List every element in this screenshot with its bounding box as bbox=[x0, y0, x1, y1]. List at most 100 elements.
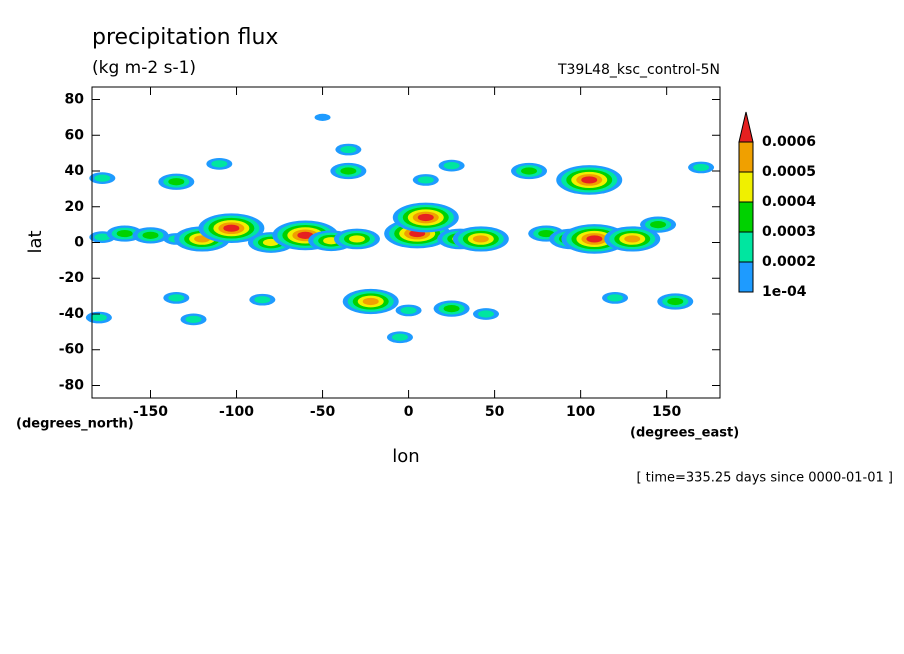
precip-cell bbox=[163, 292, 190, 304]
contour-band bbox=[362, 297, 379, 306]
subtitle: (kg m-2 s-1) bbox=[92, 58, 196, 78]
colorbar-label: 1e-04 bbox=[762, 284, 807, 300]
contour-band bbox=[348, 235, 365, 243]
precip-cell bbox=[438, 159, 465, 172]
contour-band bbox=[624, 235, 641, 243]
colorbar-band bbox=[738, 171, 754, 203]
contour-band bbox=[223, 224, 240, 232]
contour-band bbox=[538, 229, 555, 238]
precip-cell bbox=[452, 226, 509, 252]
y-tick-label: 80 bbox=[65, 92, 85, 108]
y-tick-label: 40 bbox=[65, 163, 85, 179]
contour-band bbox=[400, 306, 417, 315]
contour-band bbox=[254, 296, 271, 304]
y-tick-label: -60 bbox=[59, 342, 85, 358]
precip-cell bbox=[333, 228, 380, 250]
contour-band bbox=[211, 160, 228, 168]
precip-cell bbox=[556, 165, 623, 195]
precip-cell bbox=[132, 227, 169, 244]
contour-band bbox=[478, 310, 495, 318]
colorbar-band bbox=[738, 141, 754, 173]
contour-band bbox=[90, 313, 107, 322]
contour-band bbox=[168, 294, 185, 302]
precip-cell bbox=[604, 226, 661, 252]
y-tick-label: -80 bbox=[59, 377, 85, 393]
y-tick-label: 20 bbox=[65, 199, 85, 215]
contour-band bbox=[297, 231, 314, 239]
colorbar-label: 0.0005 bbox=[762, 164, 816, 180]
contour-band bbox=[314, 113, 331, 121]
contour-band bbox=[94, 233, 111, 241]
x-tick-label: -150 bbox=[133, 404, 168, 420]
precip-cell bbox=[395, 304, 422, 317]
precip-cell bbox=[89, 172, 116, 185]
y-tick-label: 60 bbox=[65, 127, 85, 143]
precip-cell bbox=[342, 288, 399, 315]
run-label: T39L48_ksc_control-5N bbox=[557, 62, 720, 78]
y-tick-label: 0 bbox=[74, 235, 84, 251]
precip-cell bbox=[198, 213, 265, 244]
precip-cell bbox=[433, 300, 470, 317]
colorbar-label: 0.0003 bbox=[762, 224, 816, 240]
contour-band bbox=[116, 229, 133, 238]
precip-cell bbox=[688, 161, 715, 174]
contour-band bbox=[586, 235, 603, 243]
contour-band bbox=[185, 315, 202, 323]
precip-cell bbox=[602, 292, 629, 304]
contour-band bbox=[94, 174, 111, 182]
colorbar-arrow bbox=[738, 111, 754, 143]
precip-cell bbox=[85, 311, 112, 324]
colorbar-label: 0.0002 bbox=[762, 254, 816, 270]
contour-band bbox=[417, 176, 434, 184]
precip-cell bbox=[412, 174, 439, 186]
colorbar-band bbox=[738, 231, 754, 263]
contour-band bbox=[693, 163, 710, 172]
x-tick-label: 150 bbox=[652, 404, 681, 420]
x-tick-label: 100 bbox=[566, 404, 595, 420]
precip-cell bbox=[640, 216, 677, 233]
x-tick-label: -100 bbox=[219, 404, 254, 420]
precip-cell bbox=[473, 308, 500, 320]
x-units: (degrees_east) bbox=[630, 426, 739, 441]
chart-title: precipitation flux bbox=[92, 25, 278, 50]
colorbar-label: 0.0004 bbox=[762, 194, 816, 210]
y-tick-label: -20 bbox=[59, 270, 85, 286]
precip-cell bbox=[314, 113, 331, 121]
contour-band bbox=[521, 167, 538, 175]
colorbar-band bbox=[738, 201, 754, 233]
contour-band bbox=[581, 176, 598, 184]
x-tick-label: -50 bbox=[310, 404, 336, 420]
contour-band bbox=[650, 221, 667, 229]
precip-cell bbox=[158, 173, 195, 190]
contour-band bbox=[443, 305, 460, 313]
precip-cell bbox=[511, 162, 548, 180]
contour-band bbox=[142, 231, 159, 239]
y-axis-label: lat bbox=[25, 230, 46, 253]
contour-band bbox=[417, 213, 434, 222]
precip-cell bbox=[249, 293, 276, 306]
contour-band bbox=[168, 178, 185, 186]
contour-band bbox=[472, 235, 489, 243]
contour-band bbox=[340, 167, 357, 175]
contour-band bbox=[607, 294, 624, 302]
x-tick-label: 0 bbox=[404, 404, 414, 420]
contour-band bbox=[340, 145, 357, 154]
precip-cell bbox=[180, 313, 207, 326]
contour-band bbox=[391, 333, 408, 341]
precip-cell bbox=[392, 202, 459, 233]
contour-band bbox=[667, 297, 684, 306]
precip-cell bbox=[657, 293, 694, 310]
plot-frame bbox=[91, 86, 721, 399]
x-axis-label: lon bbox=[392, 446, 419, 467]
y-tick-label: -40 bbox=[59, 306, 85, 322]
precip-cell bbox=[206, 158, 233, 170]
colorbar-label: 0.0006 bbox=[762, 134, 816, 150]
x-tick-label: 50 bbox=[485, 404, 505, 420]
precip-cell bbox=[386, 331, 413, 344]
y-units: (degrees_north) bbox=[16, 417, 134, 432]
time-note: [ time=335.25 days since 0000-01-01 ] bbox=[636, 471, 893, 486]
colorbar-band bbox=[738, 261, 754, 293]
precip-cell bbox=[330, 162, 367, 180]
precip-cell bbox=[335, 143, 362, 156]
